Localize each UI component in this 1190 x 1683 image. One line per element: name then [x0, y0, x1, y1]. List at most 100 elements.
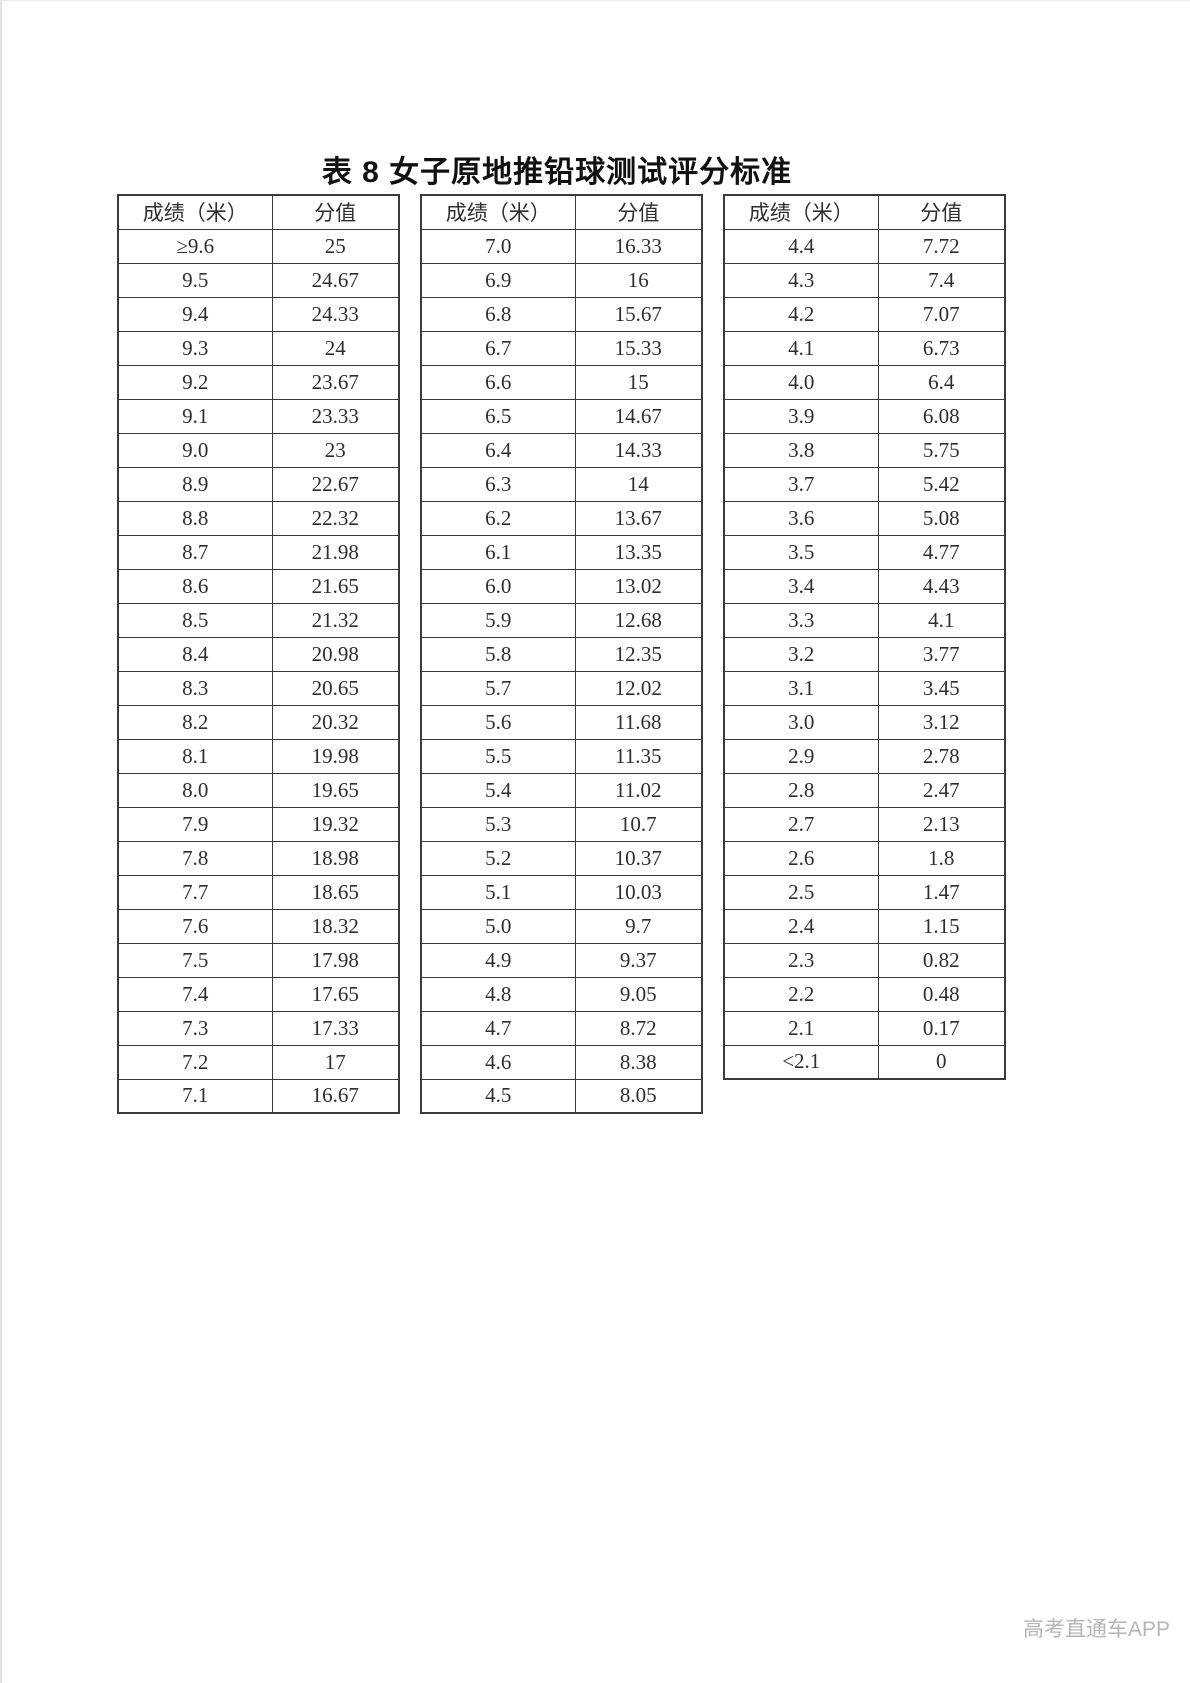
table-row: 8.5 21.32 [117, 602, 400, 638]
points-cell: 7.72 [877, 228, 1006, 264]
points-cell: 22.67 [271, 466, 400, 502]
points-cell: 11.02 [574, 772, 703, 808]
points-cell: 7.4 [877, 262, 1006, 298]
points-cell: 23 [271, 432, 400, 468]
points-cell: 19.32 [271, 806, 400, 842]
points-cell: 8.05 [574, 1078, 703, 1114]
points-cell: 19.65 [271, 772, 400, 808]
score-cell: 8.5 [117, 602, 273, 638]
table-row: 5.8 12.35 [420, 636, 703, 672]
score-cell: 2.9 [723, 738, 879, 774]
score-cell: 5.8 [420, 636, 576, 672]
score-cell: 4.5 [420, 1078, 576, 1114]
table-row: 3.1 3.45 [723, 670, 1006, 706]
points-cell: 11.68 [574, 704, 703, 740]
score-cell: 2.7 [723, 806, 879, 842]
points-cell: 18.98 [271, 840, 400, 876]
points-cell: 9.05 [574, 976, 703, 1012]
score-cell: 5.6 [420, 704, 576, 740]
points-header: 分值 [877, 194, 1006, 230]
points-cell: 4.43 [877, 568, 1006, 604]
points-cell: 16 [574, 262, 703, 298]
points-cell: 23.33 [271, 398, 400, 434]
table-row: 8.7 21.98 [117, 534, 400, 570]
score-cell: 4.3 [723, 262, 879, 298]
points-cell: 1.8 [877, 840, 1006, 876]
table-row: 4.1 6.73 [723, 330, 1006, 366]
table-row: 5.0 9.7 [420, 908, 703, 944]
scoring-table-2: 成绩（米） 分值 7.0 16.33 6.9 16 6.8 15.67 6.7 15.33 6.… [420, 194, 703, 1114]
points-cell: 15.67 [574, 296, 703, 332]
table-row: 2.7 2.13 [723, 806, 1006, 842]
score-cell: 9.3 [117, 330, 273, 366]
table-row: 6.3 14 [420, 466, 703, 502]
points-cell: 2.13 [877, 806, 1006, 842]
scoring-table-3: 成绩（米） 分值 4.4 7.72 4.3 7.4 4.2 7.07 4.1 6.73 4.0 6… [723, 194, 1006, 1080]
table-row: 8.9 22.67 [117, 466, 400, 502]
points-header: 分值 [271, 194, 400, 230]
score-cell: 2.5 [723, 874, 879, 910]
table-row: 8.0 19.65 [117, 772, 400, 808]
points-cell: 21.65 [271, 568, 400, 604]
table-row: 5.3 10.7 [420, 806, 703, 842]
points-cell: 1.15 [877, 908, 1006, 944]
points-cell: 18.32 [271, 908, 400, 944]
points-cell: 3.77 [877, 636, 1006, 672]
table-row: 3.9 6.08 [723, 398, 1006, 434]
table-row: 3.2 3.77 [723, 636, 1006, 672]
score-cell: 8.8 [117, 500, 273, 536]
table-row: 2.3 0.82 [723, 942, 1006, 978]
score-cell: 8.1 [117, 738, 273, 774]
score-cell: 5.3 [420, 806, 576, 842]
points-cell: 16.33 [574, 228, 703, 264]
score-cell: 6.9 [420, 262, 576, 298]
table-row: 4.8 9.05 [420, 976, 703, 1012]
points-cell: 13.35 [574, 534, 703, 570]
table-row: 3.6 5.08 [723, 500, 1006, 536]
page-title: 表 8 女子原地推铅球测试评分标准 [321, 156, 793, 189]
table-row: 4.5 8.05 [420, 1078, 703, 1114]
points-cell: 10.7 [574, 806, 703, 842]
score-cell: 2.6 [723, 840, 879, 876]
score-cell: 7.6 [117, 908, 273, 944]
score-cell: 5.5 [420, 738, 576, 774]
score-cell: 3.8 [723, 432, 879, 468]
score-cell: 2.8 [723, 772, 879, 808]
score-cell: 3.9 [723, 398, 879, 434]
table-row: 5.6 11.68 [420, 704, 703, 740]
score-cell: 5.2 [420, 840, 576, 876]
points-cell: 5.08 [877, 500, 1006, 536]
points-cell: 18.65 [271, 874, 400, 910]
score-cell: 8.0 [117, 772, 273, 808]
table-row: 4.7 8.72 [420, 1010, 703, 1046]
table-row: 7.4 17.65 [117, 976, 400, 1012]
points-cell: 20.98 [271, 636, 400, 672]
points-cell: 13.02 [574, 568, 703, 604]
points-cell: 8.72 [574, 1010, 703, 1046]
score-cell: 5.0 [420, 908, 576, 944]
table-row: 7.8 18.98 [117, 840, 400, 876]
score-cell: 4.8 [420, 976, 576, 1012]
table-row: 6.8 15.67 [420, 296, 703, 332]
table-row: 5.7 12.02 [420, 670, 703, 706]
points-cell: 13.67 [574, 500, 703, 536]
points-cell: 17.33 [271, 1010, 400, 1046]
score-header: 成绩（米） [117, 194, 273, 230]
table-row: 3.7 5.42 [723, 466, 1006, 502]
header-row: 成绩（米） 分值 [420, 194, 703, 230]
points-cell: 3.45 [877, 670, 1006, 706]
score-cell: 7.8 [117, 840, 273, 876]
points-cell: 14.33 [574, 432, 703, 468]
scoring-table-1: 成绩（米） 分值 ≥9.6 25 9.5 24.67 9.4 24.33 9.3 24 9.2 2… [117, 194, 400, 1114]
table-row: 4.6 8.38 [420, 1044, 703, 1080]
table-row: 5.9 12.68 [420, 602, 703, 638]
table-row: 4.0 6.4 [723, 364, 1006, 400]
points-cell: 9.37 [574, 942, 703, 978]
table-row: 2.2 0.48 [723, 976, 1006, 1012]
score-cell: 4.4 [723, 228, 879, 264]
score-cell: 8.3 [117, 670, 273, 706]
table-row: 2.5 1.47 [723, 874, 1006, 910]
score-cell: 2.2 [723, 976, 879, 1012]
table-row: 2.6 1.8 [723, 840, 1006, 876]
